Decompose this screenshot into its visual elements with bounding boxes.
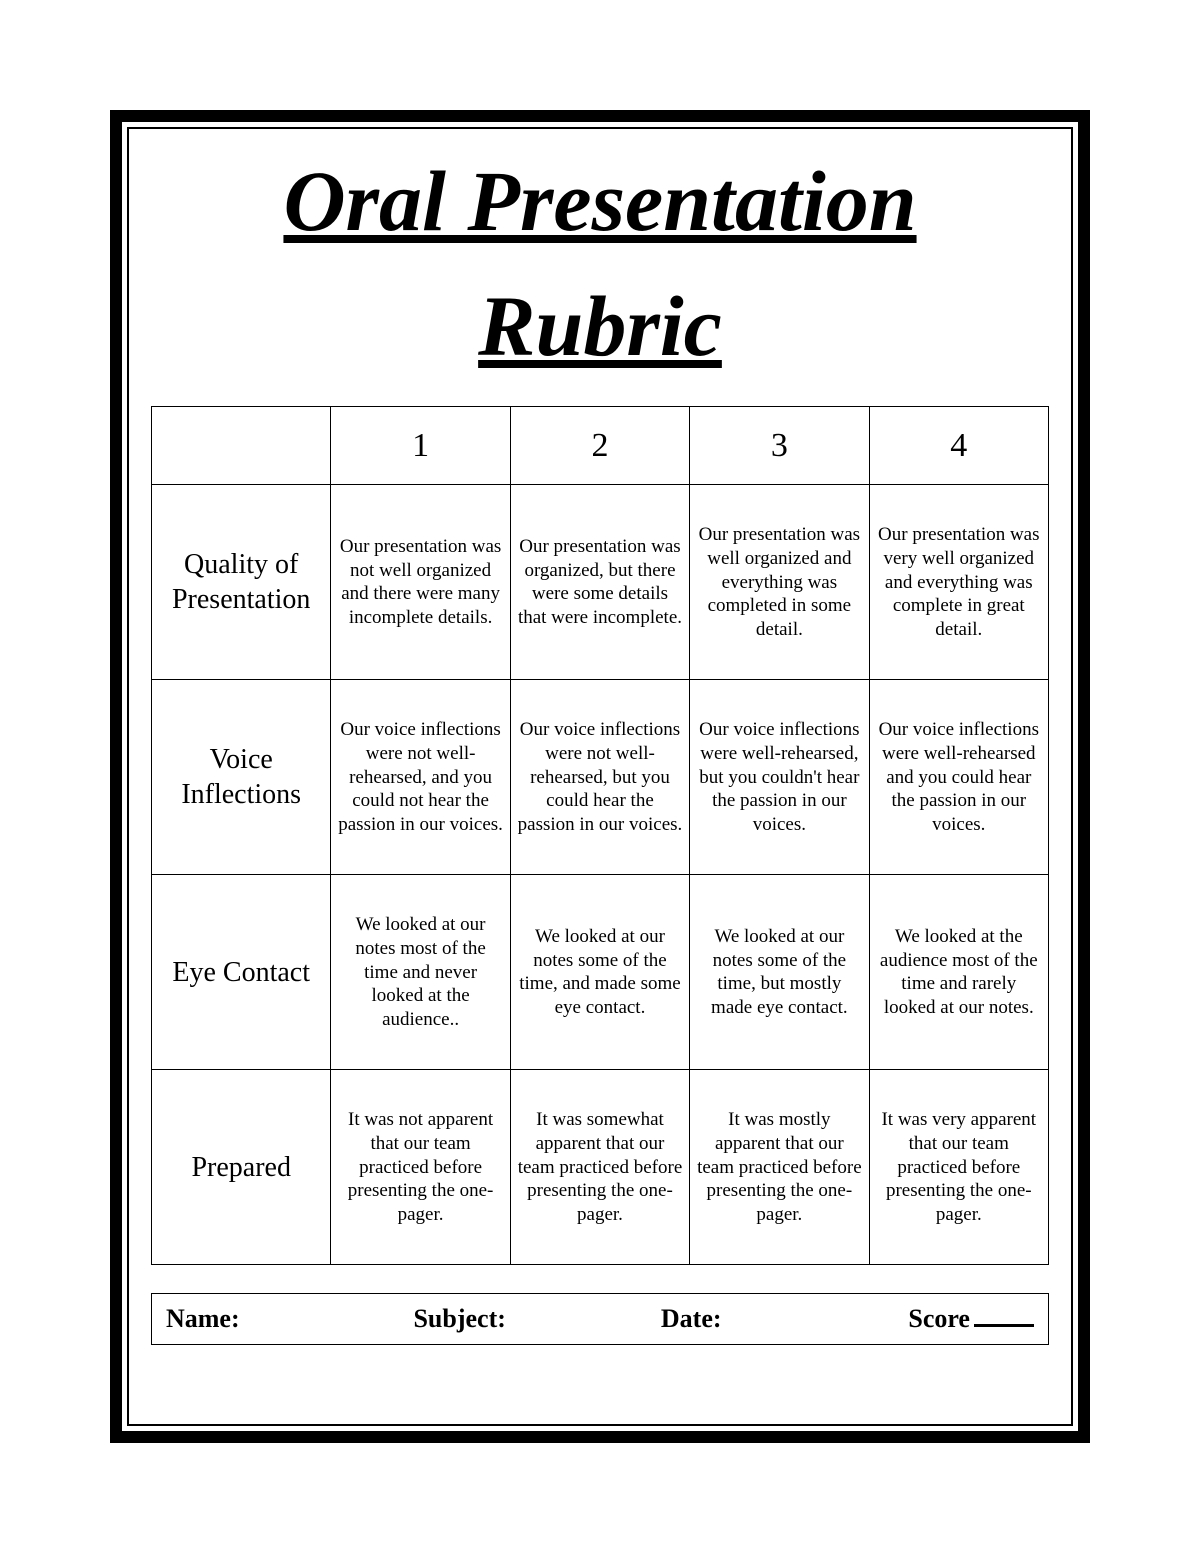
rubric-cell: We looked at the audience most of the ti… xyxy=(869,875,1048,1070)
score-header-2: 2 xyxy=(510,407,689,485)
score-header-3: 3 xyxy=(690,407,869,485)
rubric-cell: It was mostly apparent that our team pra… xyxy=(690,1070,869,1265)
category-label: Prepared xyxy=(152,1070,331,1265)
rubric-cell: It was not apparent that our team practi… xyxy=(331,1070,510,1265)
category-label: Quality of Presentation xyxy=(152,485,331,680)
rubric-cell: Our presentation was organized, but ther… xyxy=(510,485,689,680)
rubric-title: Oral Presentation Rubric xyxy=(151,139,1049,388)
rubric-cell: Our voice inflections were well-rehearse… xyxy=(869,680,1048,875)
name-field-label: Name: xyxy=(166,1304,413,1334)
category-label: Voice Inflections xyxy=(152,680,331,875)
rubric-cell: Our voice inflections were not well-rehe… xyxy=(510,680,689,875)
outer-frame: Oral Presentation Rubric 1 2 3 4 xyxy=(110,110,1090,1443)
rubric-cell: Our presentation was not well organized … xyxy=(331,485,510,680)
table-row: Voice Inflections Our voice inflections … xyxy=(152,680,1049,875)
score-header-row: 1 2 3 4 xyxy=(152,407,1049,485)
inner-frame: Oral Presentation Rubric 1 2 3 4 xyxy=(127,127,1073,1426)
page: Oral Presentation Rubric 1 2 3 4 xyxy=(0,0,1200,1553)
rubric-cell: We looked at our notes some of the time,… xyxy=(510,875,689,1070)
score-blank-line xyxy=(974,1324,1034,1327)
rubric-cell: We looked at our notes most of the time … xyxy=(331,875,510,1070)
footer-box: Name: Subject: Date: Score xyxy=(151,1293,1049,1345)
date-field-label: Date: xyxy=(661,1304,908,1334)
table-row: Quality of Presentation Our presentation… xyxy=(152,485,1049,680)
rubric-cell: Our presentation was very well organized… xyxy=(869,485,1048,680)
rubric-cell: We looked at our notes some of the time,… xyxy=(690,875,869,1070)
score-field-label: Score xyxy=(908,1304,970,1333)
corner-cell xyxy=(152,407,331,485)
rubric-cell: It was somewhat apparent that our team p… xyxy=(510,1070,689,1265)
category-label: Eye Contact xyxy=(152,875,331,1070)
score-field: Score xyxy=(908,1304,1034,1334)
rubric-cell: Our voice inflections were not well-rehe… xyxy=(331,680,510,875)
score-header-1: 1 xyxy=(331,407,510,485)
table-row: Eye Contact We looked at our notes most … xyxy=(152,875,1049,1070)
score-header-4: 4 xyxy=(869,407,1048,485)
rubric-table: 1 2 3 4 Quality of Presentation Our pres… xyxy=(151,406,1049,1265)
table-row: Prepared It was not apparent that our te… xyxy=(152,1070,1049,1265)
rubric-cell: Our voice inflections were well-rehearse… xyxy=(690,680,869,875)
subject-field-label: Subject: xyxy=(413,1304,660,1334)
rubric-cell: It was very apparent that our team pract… xyxy=(869,1070,1048,1265)
rubric-cell: Our presentation was well organized and … xyxy=(690,485,869,680)
